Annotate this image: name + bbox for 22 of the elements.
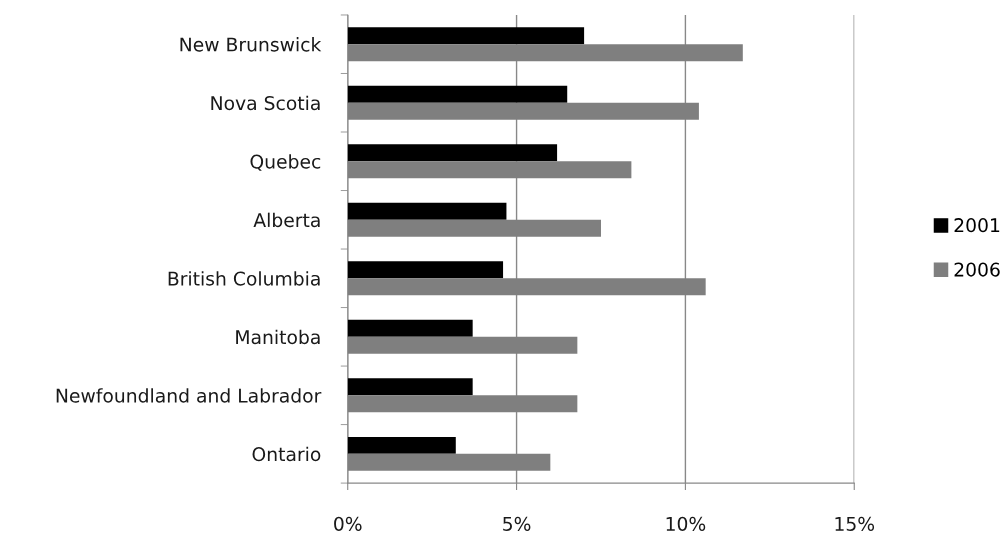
y-tick-label: Alberta: [253, 212, 320, 228]
bar: [347, 436, 456, 454]
bar: [347, 27, 585, 45]
legend-label: 2001: [954, 218, 1000, 233]
bar: [347, 202, 507, 220]
y-tick-label: Ontario: [252, 446, 321, 462]
legend-label: 2006: [954, 262, 1000, 277]
y-tick-label: Newfoundland and Labrador: [56, 388, 322, 403]
bar: [347, 261, 504, 279]
bar: [347, 319, 473, 337]
x-tick-label: 5%: [503, 516, 531, 531]
y-tick-label: Nova Scotia: [211, 95, 320, 111]
x-tick-label: 15%: [835, 516, 875, 531]
x-tick-label: 0%: [334, 516, 362, 531]
y-tick-label: New Brunswick: [180, 37, 322, 52]
bar: [347, 378, 473, 396]
y-tick-label: Quebec: [250, 154, 321, 171]
y-tick-label: Manitoba: [236, 329, 320, 345]
bar: [347, 144, 558, 162]
y-tick-label: British Columbia: [168, 271, 320, 286]
bar: [347, 85, 568, 103]
x-tick-label: 10%: [666, 516, 706, 531]
